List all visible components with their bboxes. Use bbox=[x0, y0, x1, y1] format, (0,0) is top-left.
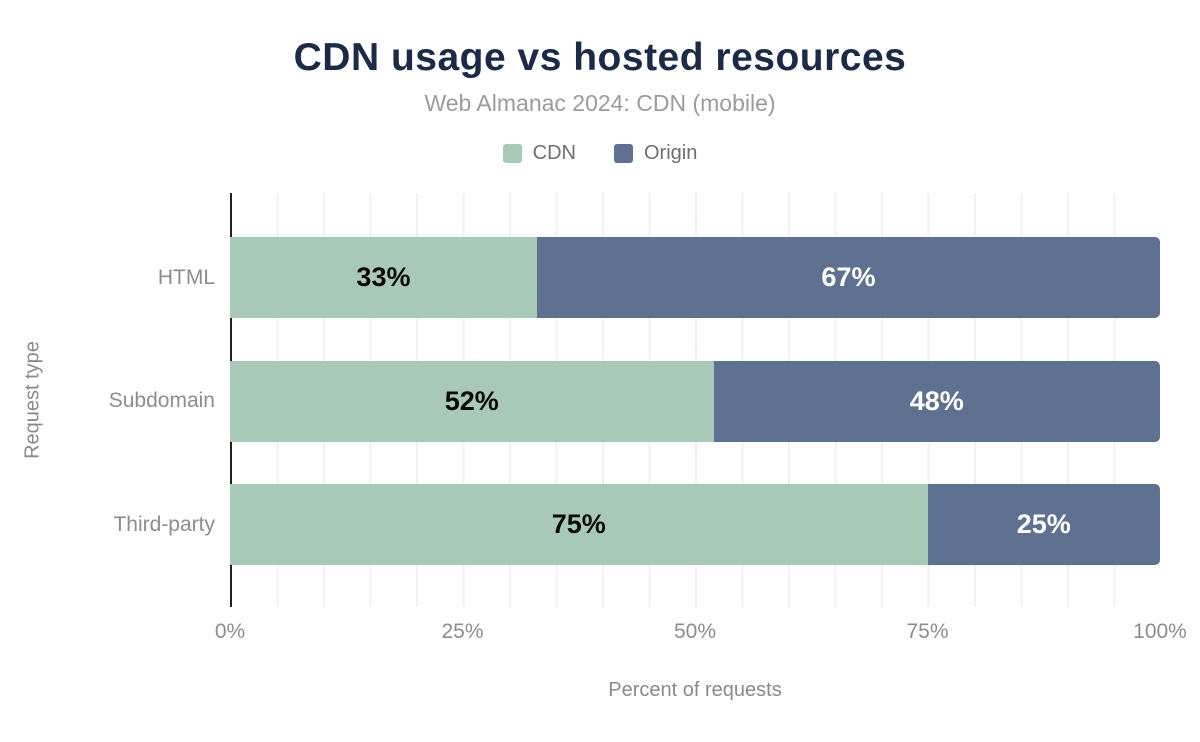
x-tick-label: 25% bbox=[441, 620, 484, 643]
chart-subtitle: Web Almanac 2024: CDN (mobile) bbox=[424, 90, 776, 116]
plot-area: 33% 67% 52% 48% 75% 25% bbox=[230, 193, 1160, 607]
bar-value-label: 48% bbox=[909, 385, 964, 416]
x-tick-label: 0% bbox=[214, 620, 246, 643]
bar-segment-cdn[interactable]: 75% bbox=[230, 484, 928, 565]
category-label-third-party: Third-party bbox=[113, 512, 215, 536]
legend-label: CDN bbox=[532, 142, 576, 164]
x-tick-label: 100% bbox=[1133, 620, 1187, 643]
x-axis-title: Percent of requests bbox=[608, 679, 782, 701]
category-label-html: HTML bbox=[157, 265, 215, 289]
bar-value-label: 75% bbox=[551, 509, 606, 539]
bar-value-label: 67% bbox=[821, 262, 876, 292]
bar-row-third-party: 75% 25% bbox=[230, 484, 1160, 565]
bar-segment-cdn[interactable]: 52% bbox=[230, 360, 714, 442]
x-tick-label: 50% bbox=[673, 620, 717, 643]
bar-segment-origin[interactable]: 48% bbox=[713, 360, 1160, 442]
legend-label: Origin bbox=[643, 142, 698, 164]
bar-value-label: 33% bbox=[356, 262, 411, 292]
legend: CDN Origin bbox=[0, 142, 1200, 165]
bar-value-label: 25% bbox=[1016, 509, 1071, 539]
chart-title: CDN usage vs hosted resources bbox=[293, 36, 907, 79]
bar-row-subdomain: 52% 48% bbox=[230, 360, 1160, 442]
category-label-subdomain: Subdomain bbox=[108, 389, 215, 412]
legend-swatch-icon bbox=[502, 144, 522, 163]
legend-item-origin[interactable]: Origin bbox=[613, 142, 698, 165]
bar-segment-origin[interactable]: 67% bbox=[536, 237, 1160, 318]
x-tick-label: 75% bbox=[906, 620, 949, 643]
bar-row-html: 33% 67% bbox=[230, 237, 1160, 318]
legend-swatch-icon bbox=[613, 144, 633, 163]
bar-value-label: 52% bbox=[444, 385, 499, 416]
bar-segment-cdn[interactable]: 33% bbox=[230, 237, 537, 318]
legend-item-cdn[interactable]: CDN bbox=[502, 142, 576, 165]
bar-segment-origin[interactable]: 25% bbox=[927, 484, 1160, 565]
y-axis-title: Request type bbox=[21, 341, 44, 459]
